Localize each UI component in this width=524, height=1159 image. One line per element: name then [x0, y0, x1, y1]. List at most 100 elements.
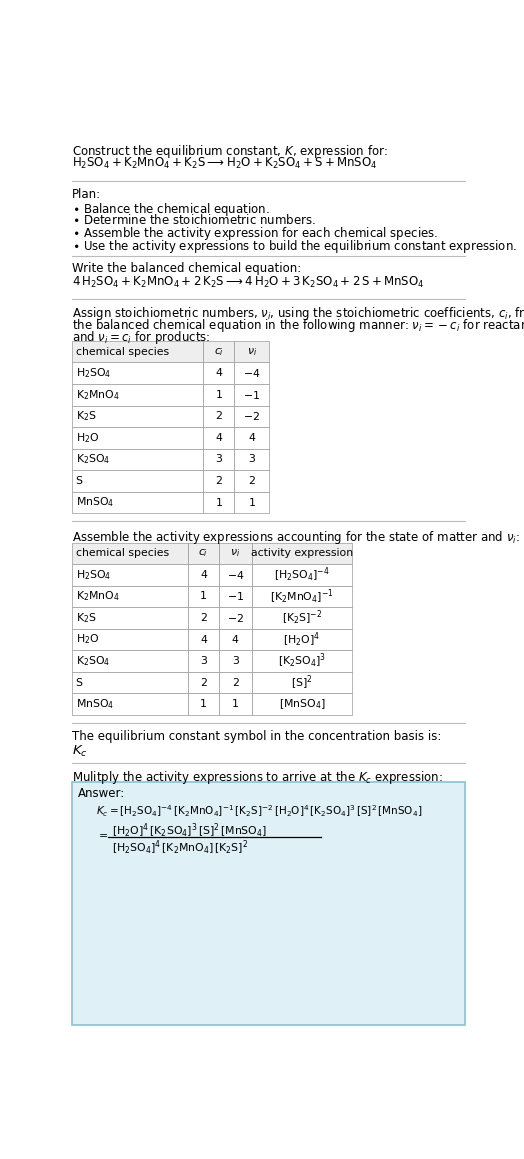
Text: Assemble the activity expressions accounting for the state of matter and $\nu_i$: Assemble the activity expressions accoun…: [72, 529, 520, 546]
Bar: [219, 650, 252, 672]
Text: 4: 4: [248, 432, 255, 443]
Bar: [72, 607, 188, 629]
Bar: [188, 672, 219, 693]
Bar: [72, 629, 188, 650]
Bar: [72, 693, 188, 715]
Text: Answer:: Answer:: [78, 787, 125, 801]
Text: S: S: [75, 476, 83, 486]
Bar: [72, 672, 188, 693]
Text: 4: 4: [232, 635, 238, 644]
Text: 4: 4: [215, 369, 222, 378]
Text: $[\mathrm{H_2O}]^4\,[\mathrm{K_2SO_4}]^3\,[\mathrm{S}]^2\,[\mathrm{MnSO_4}]$: $[\mathrm{H_2O}]^4\,[\mathrm{K_2SO_4}]^3…: [112, 822, 267, 840]
Bar: [72, 585, 188, 607]
Text: $[\mathrm{K_2MnO_4}]^{-1}$: $[\mathrm{K_2MnO_4}]^{-1}$: [270, 588, 334, 606]
Bar: [219, 542, 252, 564]
Text: $-4$: $-4$: [243, 367, 260, 379]
Bar: [234, 384, 269, 406]
Text: 4: 4: [200, 635, 207, 644]
Text: $-2$: $-2$: [244, 410, 260, 422]
Bar: [203, 363, 234, 384]
Bar: [252, 629, 352, 650]
Bar: [188, 693, 219, 715]
Bar: [72, 650, 188, 672]
Bar: [219, 693, 252, 715]
Text: 3: 3: [248, 454, 255, 465]
Text: Plan:: Plan:: [72, 188, 101, 201]
Bar: [234, 449, 269, 471]
Bar: [234, 363, 269, 384]
Text: $\bullet$ Determine the stoichiometric numbers.: $\bullet$ Determine the stoichiometric n…: [72, 213, 315, 227]
Bar: [219, 672, 252, 693]
Text: $\nu_i$: $\nu_i$: [230, 547, 241, 560]
Text: 1: 1: [232, 699, 238, 709]
Text: $[\mathrm{S}]^2$: $[\mathrm{S}]^2$: [291, 673, 313, 692]
Bar: [72, 471, 203, 491]
Bar: [252, 542, 352, 564]
Bar: [252, 585, 352, 607]
Text: 2: 2: [200, 613, 207, 624]
Text: $=$: $=$: [96, 830, 108, 839]
Text: 3: 3: [215, 454, 222, 465]
Bar: [252, 564, 352, 585]
Text: $c_i$: $c_i$: [214, 345, 224, 357]
Text: S: S: [75, 678, 83, 687]
Bar: [203, 384, 234, 406]
Text: $K_c$: $K_c$: [72, 744, 88, 759]
Text: Write the balanced chemical equation:: Write the balanced chemical equation:: [72, 262, 301, 276]
Text: 1: 1: [248, 497, 255, 508]
Text: $K_c = [\mathrm{H_2SO_4}]^{-4}\,[\mathrm{K_2MnO_4}]^{-1}\,[\mathrm{K_2S}]^{-2}\,: $K_c = [\mathrm{H_2SO_4}]^{-4}\,[\mathrm…: [96, 803, 423, 819]
Bar: [252, 607, 352, 629]
Text: $\nu_i$: $\nu_i$: [247, 345, 257, 357]
Bar: [72, 406, 203, 427]
Text: $\bullet$ Assemble the activity expression for each chemical species.: $\bullet$ Assemble the activity expressi…: [72, 225, 438, 242]
Bar: [219, 607, 252, 629]
Text: $\bullet$ Balance the chemical equation.: $\bullet$ Balance the chemical equation.: [72, 201, 269, 218]
Bar: [203, 449, 234, 471]
Text: 2: 2: [248, 476, 255, 486]
Text: 1: 1: [215, 497, 222, 508]
Bar: [234, 471, 269, 491]
Text: Assign stoichiometric numbers, $\nu_i$, using the stoichiometric coefficients, $: Assign stoichiometric numbers, $\nu_i$, …: [72, 306, 524, 322]
Bar: [234, 341, 269, 363]
Text: $[\mathrm{K_2S}]^{-2}$: $[\mathrm{K_2S}]^{-2}$: [282, 608, 322, 627]
Text: chemical species: chemical species: [75, 347, 169, 357]
Text: $\mathrm{K_2SO_4}$: $\mathrm{K_2SO_4}$: [75, 654, 110, 668]
Text: 4: 4: [200, 570, 207, 580]
Text: 2: 2: [232, 678, 238, 687]
Bar: [252, 672, 352, 693]
Text: 3: 3: [232, 656, 238, 666]
FancyBboxPatch shape: [72, 782, 465, 1025]
Bar: [234, 427, 269, 449]
Text: The equilibrium constant symbol in the concentration basis is:: The equilibrium constant symbol in the c…: [72, 730, 441, 743]
Text: $\mathrm{K_2S}$: $\mathrm{K_2S}$: [75, 611, 96, 625]
Bar: [72, 542, 188, 564]
Bar: [188, 607, 219, 629]
Bar: [72, 341, 203, 363]
Text: $[\mathrm{K_2SO_4}]^3$: $[\mathrm{K_2SO_4}]^3$: [278, 651, 326, 670]
Text: $\mathrm{K_2SO_4}$: $\mathrm{K_2SO_4}$: [75, 452, 110, 466]
Text: 3: 3: [200, 656, 207, 666]
Text: chemical species: chemical species: [75, 548, 169, 559]
Text: $\mathrm{H_2SO_4}$: $\mathrm{H_2SO_4}$: [75, 366, 111, 380]
Text: $4\,\mathrm{H_2SO_4 + K_2MnO_4 + 2\,K_2S \longrightarrow 4\,H_2O + 3\,K_2SO_4 + : $4\,\mathrm{H_2SO_4 + K_2MnO_4 + 2\,K_2S…: [72, 276, 424, 291]
Text: $\mathrm{H_2SO_4 + K_2MnO_4 + K_2S \longrightarrow H_2O + K_2SO_4 + S + MnSO_4}$: $\mathrm{H_2SO_4 + K_2MnO_4 + K_2S \long…: [72, 156, 377, 172]
Text: $\mathrm{MnSO_4}$: $\mathrm{MnSO_4}$: [75, 698, 114, 712]
Text: $-2$: $-2$: [227, 612, 244, 624]
Bar: [234, 406, 269, 427]
Bar: [188, 542, 219, 564]
Bar: [188, 564, 219, 585]
Bar: [203, 341, 234, 363]
Bar: [203, 491, 234, 513]
Text: $-1$: $-1$: [227, 590, 244, 603]
Text: $-1$: $-1$: [243, 388, 260, 401]
Bar: [72, 384, 203, 406]
Bar: [72, 564, 188, 585]
Text: 1: 1: [215, 389, 222, 400]
Text: $c_i$: $c_i$: [199, 547, 209, 560]
Text: 1: 1: [200, 591, 207, 602]
Text: and $\nu_i = c_i$ for products:: and $\nu_i = c_i$ for products:: [72, 328, 210, 345]
Bar: [188, 585, 219, 607]
Text: Mulitply the activity expressions to arrive at the $K_c$ expression:: Mulitply the activity expressions to arr…: [72, 768, 442, 786]
Text: $\mathrm{H_2O}$: $\mathrm{H_2O}$: [75, 431, 99, 445]
Text: $\mathrm{MnSO_4}$: $\mathrm{MnSO_4}$: [75, 496, 114, 510]
